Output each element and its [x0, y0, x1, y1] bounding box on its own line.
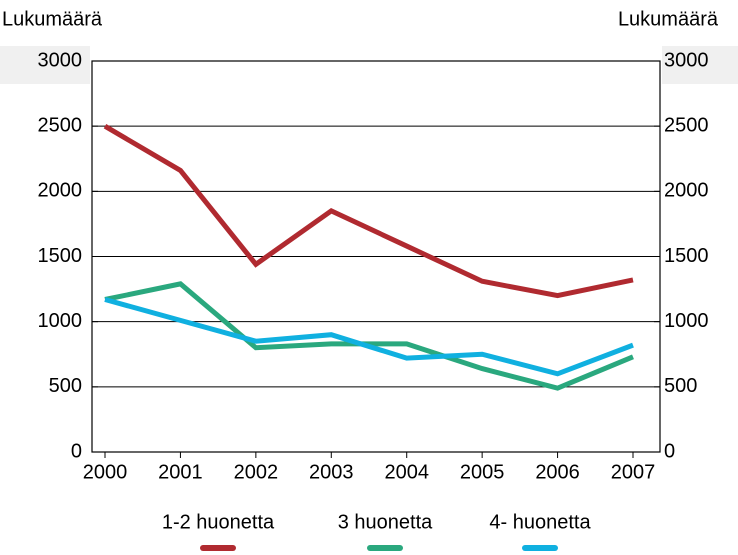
- x-tick-label: 2004: [384, 461, 429, 483]
- y2-tick-label: 500: [664, 375, 697, 397]
- y2-tick-label: 0: [664, 440, 675, 462]
- y2-tick-label: 1500: [664, 245, 709, 267]
- y2-tick-label: 2500: [664, 114, 709, 136]
- series-line: [104, 297, 634, 377]
- label-panel: [662, 46, 738, 84]
- legend-label: 4- huonetta: [489, 511, 591, 533]
- series-line: [103, 124, 634, 299]
- y-tick-label: 2000: [38, 180, 83, 202]
- x-tick-label: 2000: [83, 461, 128, 483]
- y2-tick-label: 2000: [664, 180, 709, 202]
- y-axis-label: Lukumäärä: [2, 8, 103, 30]
- y-tick-label: 1500: [38, 245, 83, 267]
- label-panel: [0, 46, 90, 84]
- x-tick-label: 2007: [611, 461, 656, 483]
- x-tick-label: 2003: [309, 461, 354, 483]
- y-tick-label: 500: [49, 375, 82, 397]
- x-tick-label: 2001: [158, 461, 203, 483]
- legend-label: 1-2 huonetta: [162, 511, 275, 533]
- plot-frame: [91, 60, 661, 453]
- y-tick-label: 1000: [38, 310, 83, 332]
- y-tick-label: 3000: [38, 49, 83, 71]
- x-tick-label: 2006: [535, 461, 580, 483]
- y2-tick-label: 3000: [664, 49, 709, 71]
- legend-label: 3 huonetta: [338, 511, 433, 533]
- y2-axis-label: Lukumäärä: [618, 8, 719, 30]
- x-tick-label: 2005: [460, 461, 505, 483]
- y2-tick-label: 1000: [664, 310, 709, 332]
- x-tick-label: 2002: [234, 461, 279, 483]
- y-tick-label: 0: [71, 440, 82, 462]
- y-tick-label: 2500: [38, 114, 83, 136]
